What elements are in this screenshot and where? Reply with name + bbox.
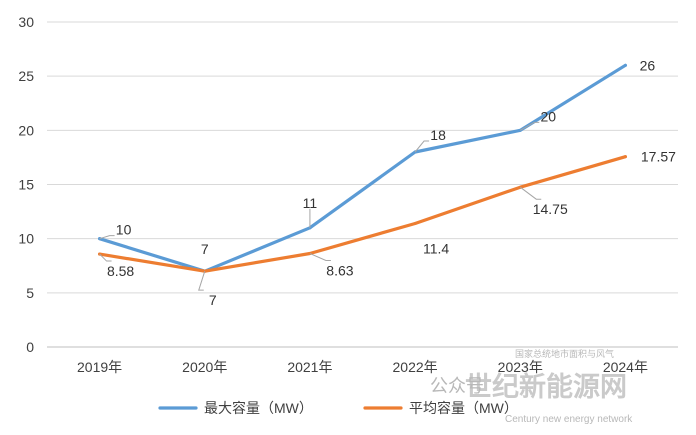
- leader-line: [520, 121, 540, 131]
- x-tick-label: 2020年: [182, 359, 227, 375]
- x-tick-label: 2023年: [498, 359, 543, 375]
- data-label: 20: [540, 108, 556, 124]
- gridlines: [47, 21, 678, 348]
- data-label: 10: [116, 222, 132, 238]
- data-label: 14.75: [533, 201, 568, 217]
- leader-line: [99, 235, 115, 240]
- y-axis-ticks: 0 5 10 15 20 25 30: [18, 14, 34, 355]
- data-label: 11: [303, 195, 318, 211]
- legend: 最大容量（MW） 平均容量（MW）: [158, 400, 518, 416]
- y-tick-label: 20: [18, 122, 34, 138]
- leader-line: [198, 271, 206, 291]
- data-label: 7: [209, 292, 217, 308]
- watermark-line1: 国家总统地市面积与风气: [515, 348, 614, 359]
- y-tick-label: 30: [18, 14, 34, 30]
- leader-line: [519, 186, 542, 200]
- data-label: 18: [430, 127, 446, 143]
- legend-label: 最大容量（MW）: [204, 400, 313, 416]
- leader-line: [99, 253, 112, 262]
- x-tick-label: 2022年: [393, 359, 438, 375]
- series-line-1: [97, 155, 628, 273]
- leader-line: [414, 140, 430, 153]
- watermark-line3: 世纪新能源网: [465, 371, 627, 402]
- x-tick-label: 2024年: [603, 359, 648, 375]
- data-label: 11.4: [423, 241, 449, 257]
- data-point: [413, 222, 417, 225]
- label-leader-lines: [99, 121, 542, 291]
- watermark-line2: 公众号: [430, 376, 484, 396]
- data-label: 26: [640, 57, 656, 73]
- data-labels: 10 7 11 18 20 26 8.58 7 8.63 11.4 14.75 17.57: [107, 57, 676, 308]
- watermark: 国家总统地市面积与风气 公众号 世纪新能源网 Century new energ…: [430, 348, 633, 425]
- y-tick-label: 0: [26, 339, 34, 355]
- x-tick-label: 2021年: [287, 359, 332, 375]
- legend-label: 平均容量（MW）: [409, 400, 518, 416]
- data-label: 17.57: [641, 149, 676, 165]
- x-tick-label: 2019年: [77, 359, 122, 375]
- y-tick-label: 25: [18, 68, 34, 84]
- leader-line: [309, 253, 331, 262]
- data-label: 7: [201, 241, 209, 257]
- data-point: [623, 63, 627, 67]
- x-axis-ticks: 2019年 2020年 2021年 2022年 2023年 2024年: [77, 359, 648, 375]
- y-tick-label: 15: [18, 177, 34, 193]
- series-line-0: [97, 63, 628, 273]
- y-tick-label: 5: [26, 285, 34, 301]
- y-tick-label: 10: [18, 231, 34, 247]
- data-point: [623, 155, 627, 159]
- data-label: 8.58: [107, 263, 134, 279]
- data-label: 8.63: [326, 263, 353, 279]
- series-lines: [97, 63, 628, 273]
- watermark-line4: Century new energy network: [505, 414, 633, 425]
